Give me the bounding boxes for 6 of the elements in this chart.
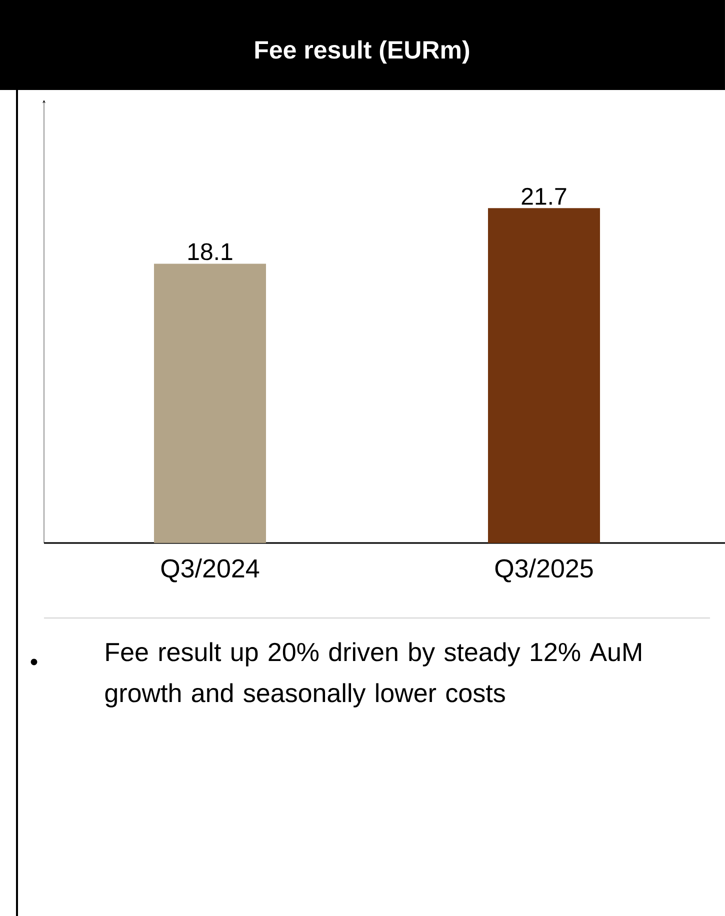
chart-title: Fee result (EURm) <box>255 40 470 64</box>
x-tick-label: Q3/2024 <box>161 558 260 582</box>
data-label: 18.1 <box>188 243 232 260</box>
text: Fee result up 20% driven by steady 12% AuM growth and seasonally lower costs <box>105 642 642 708</box>
x-tick-label: Q3/2025 <box>495 558 593 582</box>
data-label: 21.7 <box>522 188 566 205</box>
